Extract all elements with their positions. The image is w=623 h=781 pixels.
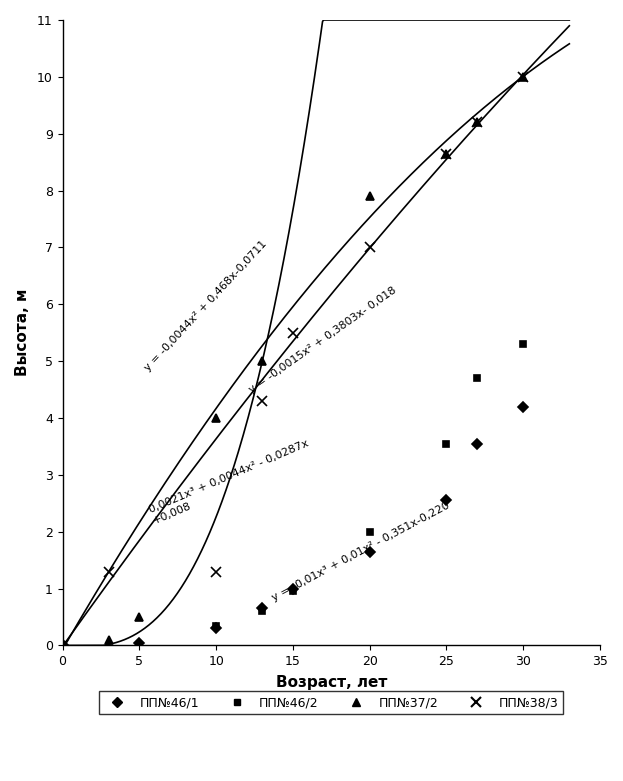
ПП№38/3	[520, 72, 527, 81]
ПП№46/2	[473, 373, 481, 383]
ПП№46/1	[259, 604, 266, 613]
ПП№37/2	[259, 356, 266, 366]
ПП№38/3	[473, 118, 481, 127]
ПП№46/1	[59, 640, 66, 650]
ПП№46/1	[473, 439, 481, 448]
ПП№46/1	[366, 547, 373, 556]
ПП№37/2	[212, 413, 220, 423]
ПП№37/2	[443, 149, 450, 159]
ПП№37/2	[105, 635, 112, 644]
ПП№38/3	[105, 567, 112, 576]
ПП№46/2	[520, 340, 527, 349]
ПП№37/2	[520, 72, 527, 81]
ПП№38/3	[212, 567, 220, 576]
ПП№38/3	[59, 640, 66, 650]
ПП№37/2	[366, 191, 373, 201]
Line: ПП№38/3: ПП№38/3	[58, 72, 528, 651]
ПП№46/1	[443, 496, 450, 505]
ПП№46/1	[520, 402, 527, 412]
Line: ПП№46/1: ПП№46/1	[59, 403, 526, 649]
X-axis label: Возраст, лет: Возраст, лет	[275, 675, 387, 690]
Y-axis label: Высота, м: Высота, м	[15, 289, 30, 376]
Text: 0,0021x³ + 0,0044x² - 0,0287x
+0,008: 0,0021x³ + 0,0044x² - 0,0287x +0,008	[147, 439, 315, 526]
ПП№46/2	[366, 527, 373, 537]
ПП№38/3	[289, 328, 297, 337]
ПП№46/2	[289, 587, 297, 596]
Text: y = -0,01x³ + 0,01x² - 0,351x-0,220: y = -0,01x³ + 0,01x² - 0,351x-0,220	[270, 500, 451, 603]
Line: ПП№46/2: ПП№46/2	[59, 341, 526, 649]
ПП№46/1	[212, 624, 220, 633]
Legend: ПП№46/1, ПП№46/2, ПП№37/2, ПП№38/3: ПП№46/1, ПП№46/2, ПП№37/2, ПП№38/3	[100, 691, 563, 714]
ПП№38/3	[259, 396, 266, 405]
ПП№37/2	[59, 640, 66, 650]
Text: y = -0,0044x² + 0,468x-0,0711: y = -0,0044x² + 0,468x-0,0711	[143, 238, 269, 373]
Text: y = -0,0015x² + 0,3803x- 0,018: y = -0,0015x² + 0,3803x- 0,018	[247, 285, 398, 395]
ПП№38/3	[443, 149, 450, 159]
ПП№46/2	[259, 607, 266, 616]
ПП№37/2	[473, 118, 481, 127]
ПП№46/1	[136, 638, 143, 647]
ПП№46/2	[59, 640, 66, 650]
ПП№46/2	[212, 621, 220, 630]
ПП№38/3	[366, 243, 373, 252]
Line: ПП№37/2: ПП№37/2	[59, 73, 528, 650]
ПП№46/2	[443, 439, 450, 448]
ПП№46/1	[289, 584, 297, 594]
ПП№37/2	[136, 612, 143, 622]
